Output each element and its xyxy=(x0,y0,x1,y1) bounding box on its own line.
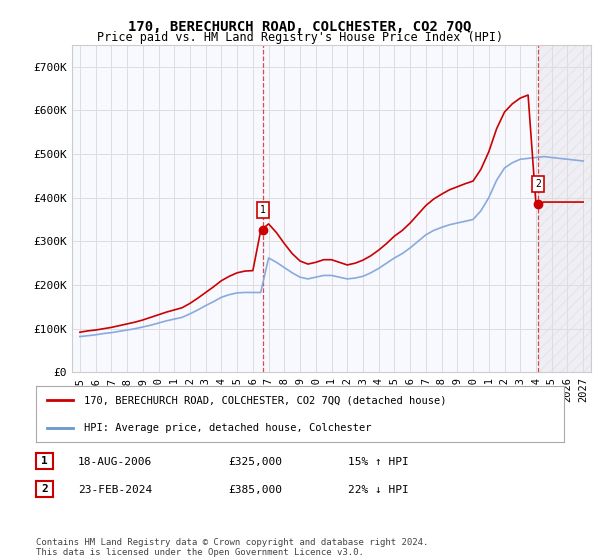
Text: 170, BERECHURCH ROAD, COLCHESTER, CO2 7QQ (detached house): 170, BERECHURCH ROAD, COLCHESTER, CO2 7Q… xyxy=(83,395,446,405)
Text: 23-FEB-2024: 23-FEB-2024 xyxy=(78,485,152,495)
Text: 2: 2 xyxy=(535,179,541,189)
Text: 2: 2 xyxy=(41,484,48,494)
Text: 18-AUG-2006: 18-AUG-2006 xyxy=(78,457,152,467)
Text: HPI: Average price, detached house, Colchester: HPI: Average price, detached house, Colc… xyxy=(83,423,371,433)
Text: Price paid vs. HM Land Registry's House Price Index (HPI): Price paid vs. HM Land Registry's House … xyxy=(97,31,503,44)
Text: 15% ↑ HPI: 15% ↑ HPI xyxy=(348,457,409,467)
Text: £325,000: £325,000 xyxy=(228,457,282,467)
Text: 1: 1 xyxy=(41,456,48,466)
Text: 1: 1 xyxy=(260,205,266,215)
Text: 22% ↓ HPI: 22% ↓ HPI xyxy=(348,485,409,495)
Text: £385,000: £385,000 xyxy=(228,485,282,495)
Text: Contains HM Land Registry data © Crown copyright and database right 2024.
This d: Contains HM Land Registry data © Crown c… xyxy=(36,538,428,557)
Bar xyxy=(538,45,591,372)
Text: 170, BERECHURCH ROAD, COLCHESTER, CO2 7QQ: 170, BERECHURCH ROAD, COLCHESTER, CO2 7Q… xyxy=(128,20,472,34)
